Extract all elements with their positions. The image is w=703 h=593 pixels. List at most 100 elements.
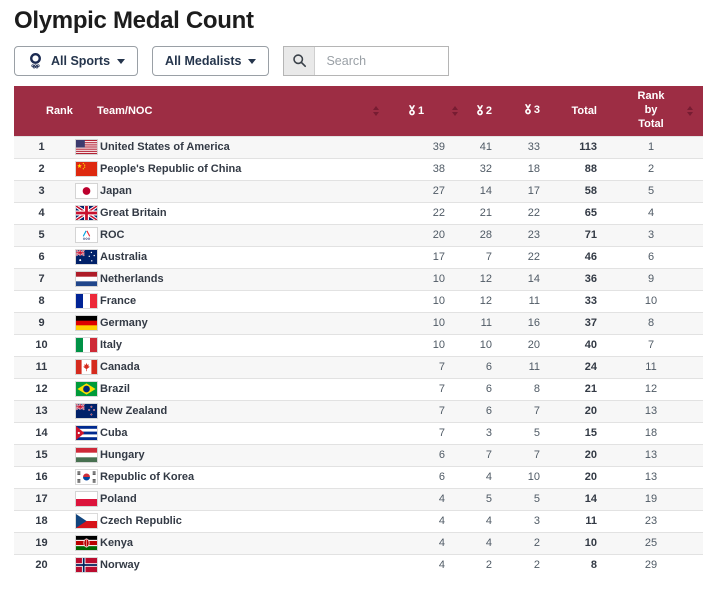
- gold-count: 7: [385, 399, 447, 422]
- total-count: 40: [542, 333, 599, 356]
- team-cell[interactable]: Czech Republic: [69, 509, 385, 532]
- team-name: Poland: [100, 493, 137, 505]
- medalists-filter-dropdown[interactable]: All Medalists: [152, 45, 270, 76]
- team-cell[interactable]: Poland: [69, 487, 385, 510]
- rank-by-total-value: 13: [599, 465, 703, 488]
- team-cell[interactable]: France: [69, 289, 385, 312]
- table-row[interactable]: 1 United States of America 39 41 33 113 1: [14, 135, 703, 158]
- team-cell[interactable]: New Zealand: [69, 399, 385, 422]
- rank-by-total-value: 23: [599, 509, 703, 532]
- table-row[interactable]: 15 Hungary 6 7 7 20 13: [14, 443, 703, 466]
- team-cell[interactable]: People's Republic of China: [69, 157, 385, 180]
- bronze-count: 7: [494, 443, 542, 466]
- team-cell[interactable]: Republic of Korea: [69, 465, 385, 488]
- total-count: 113: [542, 135, 599, 158]
- header-bronze[interactable]: 3: [494, 86, 542, 136]
- table-row[interactable]: 9 Germany 10 11 16 37 8: [14, 311, 703, 334]
- flag-icon-fr: [75, 293, 98, 309]
- bronze-count: 11: [494, 355, 542, 378]
- sports-filter-dropdown[interactable]: All Sports: [14, 45, 139, 76]
- gold-count: 4: [385, 553, 447, 576]
- gold-count: 10: [385, 267, 447, 290]
- filter-bar: All Sports All Medalists: [14, 45, 703, 76]
- header-rank[interactable]: Rank: [14, 86, 73, 136]
- table-row[interactable]: 5 ROC 20 28 23 71 3: [14, 223, 703, 246]
- silver-count: 28: [447, 223, 494, 246]
- team-cell[interactable]: Netherlands: [69, 267, 385, 290]
- team-name: Italy: [100, 339, 123, 351]
- bronze-count: 22: [494, 201, 542, 224]
- team-name: People's Republic of China: [100, 163, 242, 175]
- table-row[interactable]: 3 Japan 27 14 17 58 5: [14, 179, 703, 202]
- team-cell[interactable]: Canada: [69, 355, 385, 378]
- team-cell[interactable]: United States of America: [69, 135, 385, 158]
- silver-count: 41: [447, 135, 494, 158]
- team-cell[interactable]: Cuba: [69, 421, 385, 444]
- table-row[interactable]: 20 Norway 4 2 2 8 29: [14, 553, 703, 576]
- table-row[interactable]: 8 France 10 12 11 33 10: [14, 289, 703, 312]
- total-count: 33: [542, 289, 599, 312]
- team-cell[interactable]: Japan: [69, 179, 385, 202]
- table-row[interactable]: 19 Kenya 4 4 2 10 25: [14, 531, 703, 554]
- team-name: Great Britain: [100, 207, 167, 219]
- table-row[interactable]: 10 Italy 10 10 20 40 7: [14, 333, 703, 356]
- flag-icon-au: [75, 249, 98, 265]
- silver-count: 7: [447, 245, 494, 268]
- team-cell[interactable]: Australia: [69, 245, 385, 268]
- sort-arrows-icon[interactable]: [452, 105, 458, 116]
- team-cell[interactable]: Hungary: [69, 443, 385, 466]
- gold-count: 17: [385, 245, 447, 268]
- header-rank-by-total[interactable]: Rank by Total: [599, 86, 703, 136]
- gold-count: 4: [385, 531, 447, 554]
- team-cell[interactable]: Norway: [69, 553, 385, 576]
- rank-by-total-value: 25: [599, 531, 703, 554]
- rank-value: 15: [14, 443, 69, 466]
- table-row[interactable]: 12 Brazil 7 6 8 21 12: [14, 377, 703, 400]
- rank-by-total-value: 11: [599, 355, 703, 378]
- table-row[interactable]: 16 Republic of Korea 6 4 10 20 13: [14, 465, 703, 488]
- flag-icon-cu: [75, 425, 98, 441]
- bronze-count: 5: [494, 421, 542, 444]
- header-total[interactable]: Total: [542, 86, 599, 136]
- rank-by-total-value: 29: [599, 553, 703, 576]
- team-cell[interactable]: Kenya: [69, 531, 385, 554]
- rank-by-total-value: 19: [599, 487, 703, 510]
- rank-value: 4: [14, 201, 69, 224]
- table-row[interactable]: 4 Great Britain 22 21 22 65 4: [14, 201, 703, 224]
- bronze-count: 5: [494, 487, 542, 510]
- rank-value: 14: [14, 421, 69, 444]
- team-name: Kenya: [100, 537, 134, 549]
- rank-value: 2: [14, 157, 69, 180]
- team-cell[interactable]: Germany: [69, 311, 385, 334]
- team-cell[interactable]: Brazil: [69, 377, 385, 400]
- table-row[interactable]: 2 People's Republic of China 38 32 18 88 2: [14, 157, 703, 180]
- table-row[interactable]: 14 Cuba 7 3 5 15 18: [14, 421, 703, 444]
- table-row[interactable]: 7 Netherlands 10 12 14 36 9: [14, 267, 703, 290]
- medal-table-header: Rank Team/NOC 1: [14, 86, 703, 136]
- team-cell[interactable]: Great Britain: [69, 201, 385, 224]
- table-row[interactable]: 17 Poland 4 5 5 14 19: [14, 487, 703, 510]
- team-name: Canada: [100, 361, 140, 373]
- silver-count: 7: [447, 443, 494, 466]
- sports-filter-label: All Sports: [51, 53, 111, 68]
- rank-by-total-value: 8: [599, 311, 703, 334]
- search-input[interactable]: [315, 46, 449, 75]
- rank-by-total-value: 3: [599, 223, 703, 246]
- gold-count: 7: [385, 421, 447, 444]
- team-cell[interactable]: ROC: [69, 223, 385, 246]
- header-silver[interactable]: 2: [447, 86, 494, 136]
- medal-table-body: 1 United States of America 39 41 33 113 1 2 Peop…: [14, 135, 703, 576]
- header-team-noc[interactable]: Team/NOC: [69, 86, 385, 136]
- gold-count: 10: [385, 333, 447, 356]
- header-gold[interactable]: 1: [385, 86, 447, 136]
- table-row[interactable]: 13 New Zealand 7 6 7 20 13: [14, 399, 703, 422]
- sort-arrows-icon[interactable]: [687, 105, 693, 116]
- search-icon[interactable]: [284, 46, 316, 75]
- table-row[interactable]: 11 Canada 7 6 11 24 11: [14, 355, 703, 378]
- silver-count: 32: [447, 157, 494, 180]
- silver-count: 4: [447, 465, 494, 488]
- table-row[interactable]: 18 Czech Republic 4 4 3 11 23: [14, 509, 703, 532]
- table-row[interactable]: 6 Australia 17 7 22 46 6: [14, 245, 703, 268]
- team-cell[interactable]: Italy: [69, 333, 385, 356]
- sort-arrows-icon[interactable]: [373, 105, 379, 116]
